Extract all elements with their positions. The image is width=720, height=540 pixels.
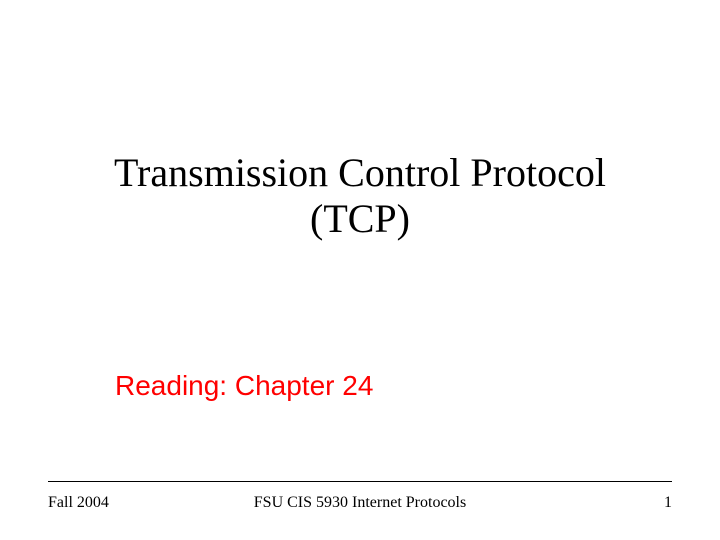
footer-term: Fall 2004 (48, 494, 109, 512)
footer-page-number: 1 (664, 494, 672, 512)
footer-divider (48, 481, 672, 482)
slide-title: Transmission Control Protocol (TCP) (0, 150, 720, 242)
title-line-1: Transmission Control Protocol (114, 150, 606, 195)
footer-container: Fall 2004 FSU CIS 5930 Internet Protocol… (48, 494, 672, 512)
slide-subtitle: Reading: Chapter 24 (115, 370, 373, 402)
title-line-2: (TCP) (310, 196, 410, 241)
footer-course: FSU CIS 5930 Internet Protocols (254, 494, 466, 512)
slide-container: Transmission Control Protocol (TCP) Read… (0, 0, 720, 540)
